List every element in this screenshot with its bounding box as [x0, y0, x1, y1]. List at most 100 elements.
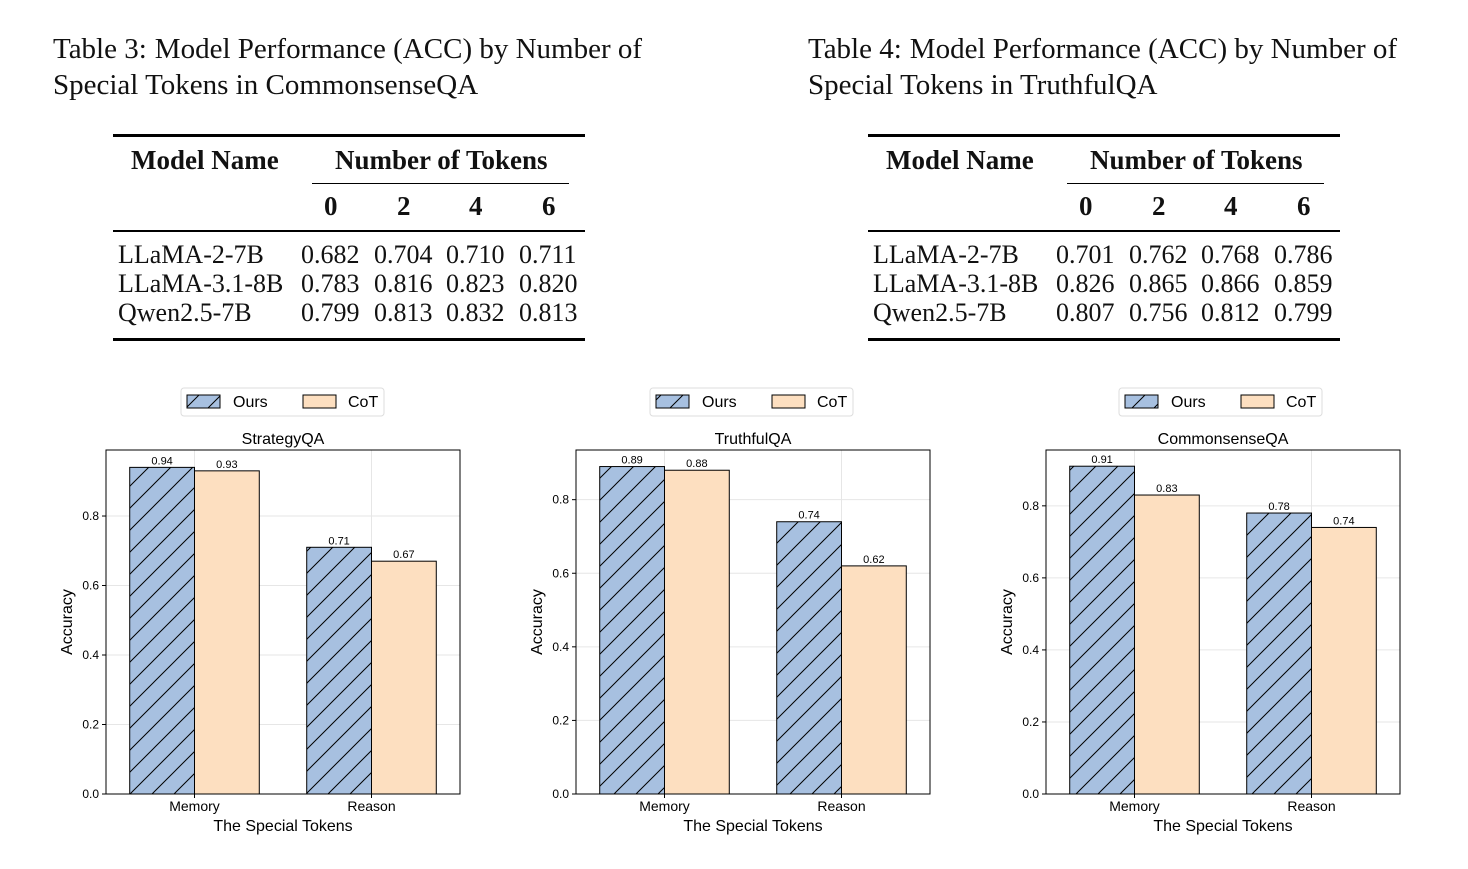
legend-swatch-cot	[302, 394, 337, 409]
table-3-row-model: Qwen2.5-7B	[118, 298, 252, 327]
legend-swatch-hatch	[656, 395, 689, 408]
table-3-cmidrule	[312, 183, 569, 184]
bar-cot	[371, 560, 437, 795]
table-3-midrule	[113, 230, 585, 232]
table-3-caption-text: Model Performance (ACC) by Number of Spe…	[53, 33, 643, 101]
table-4-cell: 0.807	[1056, 298, 1115, 327]
bar-cot	[194, 470, 260, 795]
y-tick-label: 0.6	[1022, 571, 1039, 585]
plot-frame	[1045, 449, 1401, 795]
table-4-caption-text: Model Performance (ACC) by Number of Spe…	[808, 33, 1398, 101]
data-label: 0.78	[1268, 501, 1289, 513]
table-4-cell: 0.756	[1129, 298, 1188, 327]
legend-swatch-cot	[771, 394, 806, 409]
table-3-cell: 0.704	[374, 240, 433, 269]
table-4-label: Table 4:	[808, 33, 902, 65]
table-3: Model Name Number of Tokens 0 2 4 6 LLaM…	[113, 134, 585, 341]
legend-swatch-cot	[1240, 394, 1275, 409]
bar-cot	[1134, 494, 1200, 795]
bar-cot	[664, 469, 730, 795]
table-4-col-2: 2	[1152, 191, 1166, 221]
table-4-cell: 0.786	[1274, 240, 1333, 269]
table-3-cell: 0.813	[374, 298, 433, 327]
table-3-cell: 0.832	[446, 298, 505, 327]
table-3-row-model: LLaMA-2-7B	[118, 240, 264, 269]
y-tick-label: 0.2	[552, 713, 569, 727]
table-4-cell: 0.866	[1201, 269, 1260, 298]
table-4-cell: 0.865	[1129, 269, 1188, 298]
table-4-col-6: 6	[1297, 191, 1311, 221]
y-tick-label: 0.4	[1022, 643, 1039, 657]
y-tick-label: 0.0	[552, 787, 569, 801]
table-3-col-6: 6	[542, 191, 556, 221]
bar-hatch	[129, 467, 195, 794]
table-4-cmidrule	[1067, 183, 1324, 184]
y-axis-label: Accuracy	[59, 589, 76, 655]
data-label: 0.93	[216, 459, 237, 471]
y-tick-label: 0.4	[82, 648, 99, 662]
x-tick-label: Memory	[169, 798, 220, 814]
table-3-cell: 0.816	[374, 269, 433, 298]
table-4-row-model: LLaMA-3.1-8B	[873, 269, 1039, 298]
y-tick-label: 0.4	[552, 640, 569, 654]
bar-hatch	[1069, 466, 1135, 794]
table-3-cell: 0.813	[519, 298, 578, 327]
x-tick-label: Memory	[639, 798, 690, 814]
table-4-col-4: 4	[1224, 191, 1238, 221]
table-3-cell: 0.783	[301, 269, 360, 298]
y-tick-label: 0.2	[82, 718, 99, 732]
table-4-row-model: LLaMA-2-7B	[873, 240, 1019, 269]
table-4-row-model: Qwen2.5-7B	[873, 298, 1007, 327]
data-label: 0.83	[1156, 483, 1177, 495]
table-4-cell: 0.762	[1129, 240, 1188, 269]
data-label: 0.94	[151, 455, 172, 467]
y-tick-label: 0.0	[1022, 787, 1039, 801]
x-axis-label: The Special Tokens	[1153, 818, 1292, 835]
x-axis-label: The Special Tokens	[683, 818, 822, 835]
y-tick-label: 0.2	[1022, 715, 1039, 729]
x-tick-label: Reason	[817, 798, 865, 814]
data-label: 0.62	[863, 554, 884, 566]
data-label: 0.74	[1333, 515, 1354, 527]
legend-label-cot: CoT	[817, 394, 847, 411]
chart-title: TruthfulQA	[715, 431, 792, 448]
table-3-caption: Table 3: Model Performance (ACC) by Numbe…	[53, 31, 693, 103]
bar-hatch	[1246, 513, 1312, 794]
table-4-header-model: Model Name	[886, 145, 1034, 175]
table-4-cell: 0.799	[1274, 298, 1333, 327]
bar-hatch	[306, 547, 372, 794]
plot-frame	[575, 449, 931, 795]
table-3-col-4: 4	[469, 191, 483, 221]
table-3-label: Table 3:	[53, 33, 147, 65]
chart-title: StrategyQA	[242, 431, 325, 448]
table-4-caption: Table 4: Model Performance (ACC) by Numbe…	[808, 31, 1448, 103]
bar-hatch	[776, 521, 842, 794]
table-3-cell: 0.711	[519, 240, 577, 269]
y-tick-label: 0.6	[552, 566, 569, 580]
table-3-row-model: LLaMA-3.1-8B	[118, 269, 284, 298]
x-tick-label: Reason	[1287, 798, 1335, 814]
bar-hatch	[599, 466, 665, 794]
plot-frame	[105, 449, 461, 795]
data-label: 0.88	[686, 458, 707, 470]
y-tick-label: 0.6	[82, 579, 99, 593]
legend-label-ours: Ours	[233, 394, 268, 411]
data-label: 0.67	[393, 549, 414, 561]
table-3-cell: 0.820	[519, 269, 578, 298]
legend-label-ours: Ours	[702, 394, 737, 411]
y-axis-label: Accuracy	[529, 589, 546, 655]
bar-cot	[841, 565, 907, 795]
table-4-cell: 0.859	[1274, 269, 1333, 298]
table-3-col-0: 0	[324, 191, 338, 221]
table-3-header-group: Number of Tokens	[335, 145, 548, 175]
x-tick-label: Reason	[347, 798, 395, 814]
data-label: 0.71	[328, 535, 349, 547]
bar-cot	[1311, 526, 1377, 795]
table-4-cell: 0.701	[1056, 240, 1115, 269]
table-4-cell: 0.826	[1056, 269, 1115, 298]
table-3-cell: 0.823	[446, 269, 505, 298]
chart-title: CommonsenseQA	[1158, 431, 1289, 448]
table-3-cell: 0.682	[301, 240, 360, 269]
y-tick-label: 0.8	[1022, 499, 1039, 513]
